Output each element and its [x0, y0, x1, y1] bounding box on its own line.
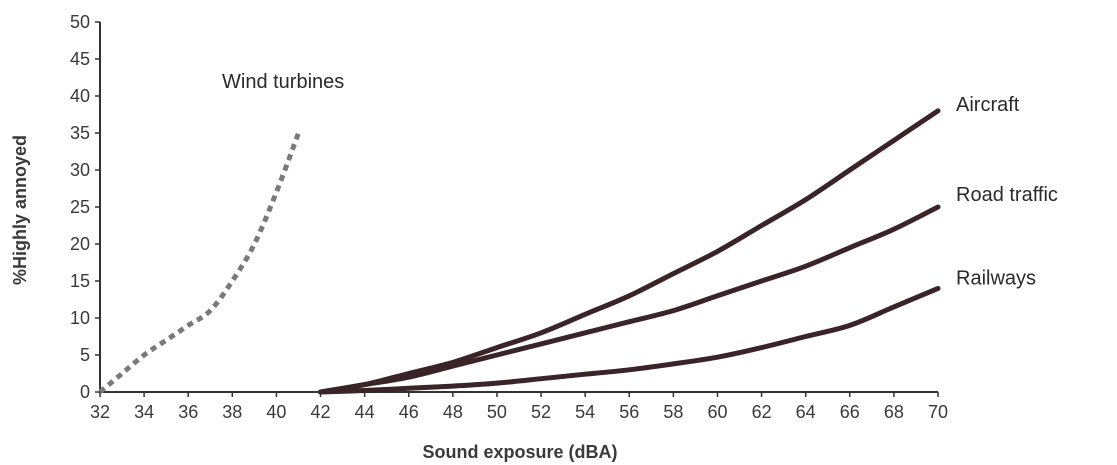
aircraft-line	[318, 108, 941, 395]
series-labels: Wind turbines Aircraft Road traffic Railway…	[222, 71, 1058, 289]
x-tick-label: 52	[531, 402, 551, 422]
wind-turbines-label: Wind turbines	[222, 71, 344, 93]
x-tick-label: 56	[619, 402, 639, 422]
y-tick-label: 50	[70, 12, 90, 32]
tick-group: 32 34 36 38 40 42 44 46 48 50 52 54 56 58 60 62 64 66 68 70…	[70, 12, 948, 422]
y-axis-title: %Highly annoyed	[10, 135, 30, 285]
y-tick-label: 30	[70, 160, 90, 180]
x-tick-label: 68	[884, 402, 904, 422]
x-tick-label: 66	[840, 402, 860, 422]
x-tick-label: 40	[266, 402, 286, 422]
x-tick-label: 70	[928, 402, 948, 422]
x-axis-title: Sound exposure (dBA)	[422, 442, 617, 462]
x-tick-label: 44	[355, 402, 375, 422]
x-tick-label: 38	[222, 402, 242, 422]
railways-label: Railways	[956, 267, 1036, 289]
x-tick-label: 54	[575, 402, 595, 422]
x-tick-label: 46	[399, 402, 419, 422]
x-tick-label: 36	[178, 402, 198, 422]
y-tick-label: 45	[70, 49, 90, 69]
y-tick-label: 15	[70, 271, 90, 291]
y-tick-label: 40	[70, 86, 90, 106]
x-tick-label: 62	[752, 402, 772, 422]
x-tick-label: 34	[134, 402, 154, 422]
x-tick-label: 32	[90, 402, 110, 422]
railways-line	[318, 285, 941, 395]
aircraft-label: Aircraft	[956, 94, 1020, 116]
x-tick-label: 64	[796, 402, 816, 422]
y-tick-label: 35	[70, 123, 90, 143]
road-traffic-line	[318, 204, 941, 395]
x-tick-label: 58	[663, 402, 683, 422]
x-tick-label: 42	[311, 402, 331, 422]
y-tick-label: 25	[70, 197, 90, 217]
y-tick-label: 0	[80, 382, 90, 402]
road-traffic-label: Road traffic	[956, 184, 1058, 206]
y-tick-label: 5	[80, 345, 90, 365]
x-tick-label: 60	[707, 402, 727, 422]
wind-turbines-line	[98, 132, 301, 394]
x-tick-label: 50	[487, 402, 507, 422]
y-tick-label: 20	[70, 234, 90, 254]
y-tick-label: 10	[70, 308, 90, 328]
series-layer	[98, 108, 941, 395]
x-tick-label: 48	[443, 402, 463, 422]
